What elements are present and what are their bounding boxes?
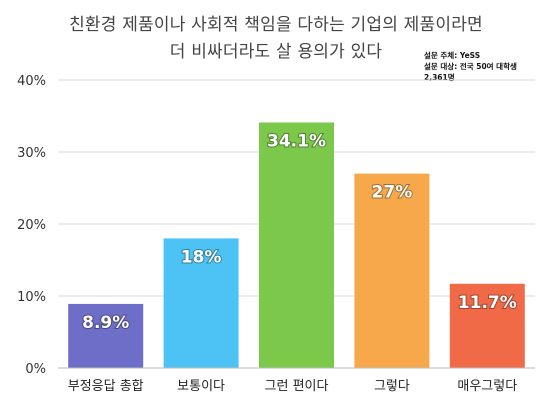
x-tick-label: 그렇다 bbox=[374, 379, 410, 394]
x-tick-label: 부정응답 총합 bbox=[68, 379, 144, 394]
data-label: 8.9% bbox=[82, 313, 129, 333]
data-label: 11.7% bbox=[458, 293, 517, 313]
chart-title-line-1: 친환경 제품이나 사회적 책임을 다하는 기업의 제품이라면 bbox=[69, 15, 483, 35]
source-note-subject: 설문 주체: YeSS bbox=[424, 51, 481, 60]
y-tick-label: 30% bbox=[17, 146, 46, 161]
y-tick-label: 0% bbox=[25, 362, 46, 377]
bar bbox=[354, 173, 430, 368]
bar bbox=[163, 238, 239, 368]
y-tick-label: 10% bbox=[17, 290, 46, 305]
y-tick-label: 20% bbox=[17, 218, 46, 233]
bar bbox=[449, 283, 525, 368]
data-label: 27% bbox=[372, 183, 413, 203]
bar bbox=[259, 122, 334, 368]
data-label: 34.1% bbox=[267, 131, 326, 151]
data-label: 18% bbox=[181, 247, 222, 267]
chart-title-line-2: 더 비싸더라도 살 용의가 있다 bbox=[169, 42, 383, 62]
source-note-target: 설문 대상: 전국 50여 대학생 bbox=[424, 62, 517, 71]
y-tick-label: 40% bbox=[17, 74, 46, 89]
x-tick-label: 그런 편이다 bbox=[265, 379, 329, 394]
x-tick-label: 매우그렇다 bbox=[457, 379, 517, 394]
source-note-count: 2,361명 bbox=[424, 73, 455, 82]
x-tick-label: 보통이다 bbox=[177, 379, 225, 394]
bar bbox=[68, 303, 144, 368]
